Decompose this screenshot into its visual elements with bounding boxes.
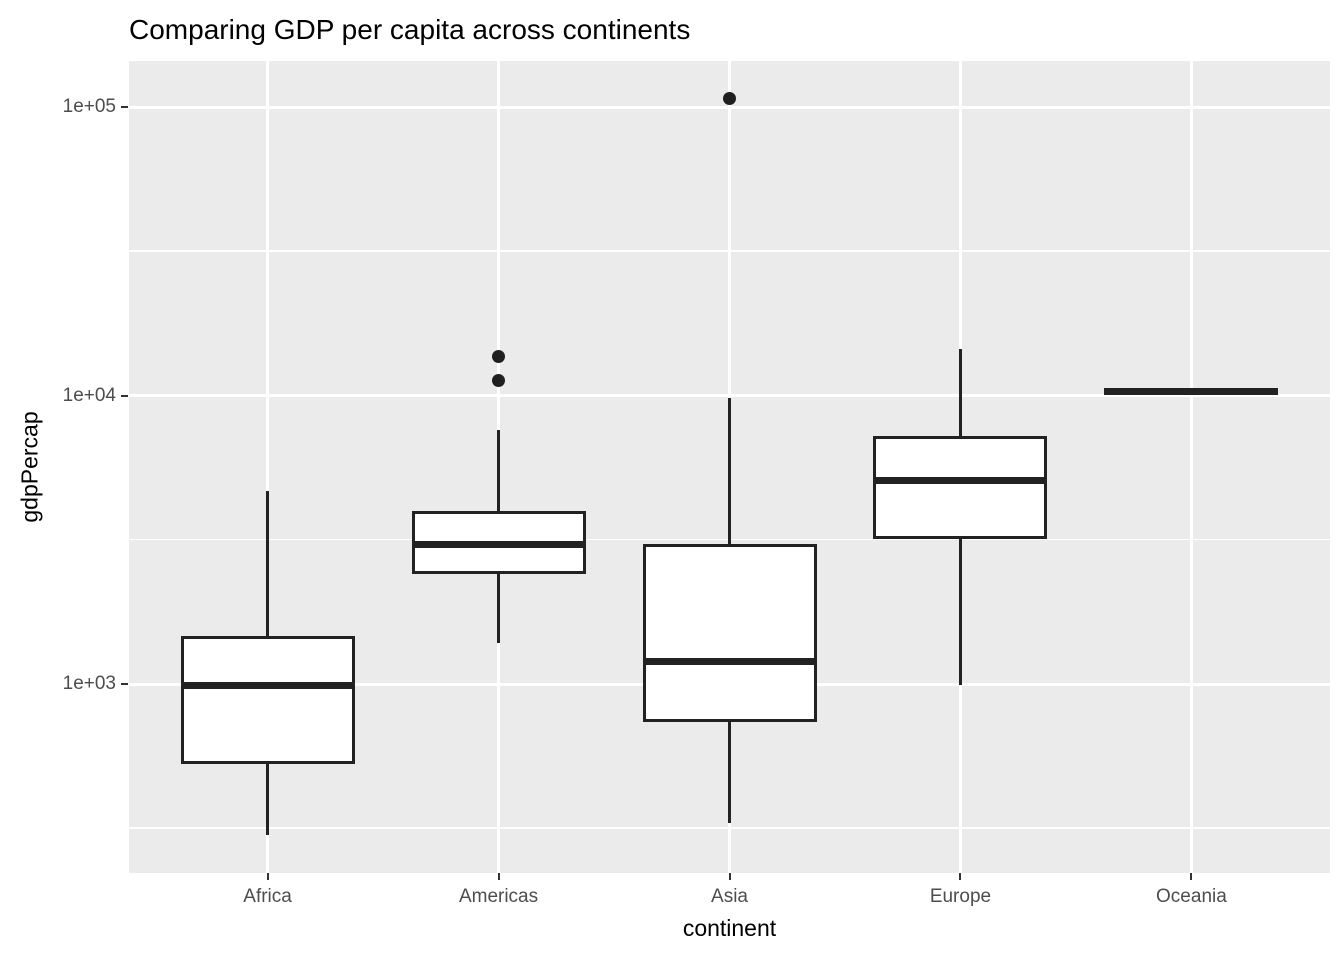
y-axis-title: gdpPercap	[16, 411, 43, 523]
x-axis-title: continent	[682, 915, 777, 941]
y-axis-tick-label: 1e+04	[62, 384, 116, 406]
x-axis-tick	[497, 873, 500, 880]
y-axis-tick	[121, 683, 128, 685]
y-axis-tick	[121, 394, 128, 397]
x-axis-tick-label: Africa	[243, 886, 292, 907]
x-axis-tick	[266, 873, 269, 880]
plot-panel	[129, 61, 1330, 873]
x-axis-tick	[728, 873, 731, 880]
x-axis-tick-label: Americas	[458, 886, 539, 907]
y-axis-tick-label: 1e+05	[62, 96, 116, 117]
y-axis-tick-label: 1e+03	[62, 673, 116, 694]
x-axis-tick	[1190, 873, 1193, 880]
x-axis-tick-label: Europe	[929, 886, 992, 907]
y-axis-tick	[121, 106, 128, 108]
x-axis-tick-label: Oceania	[1156, 886, 1227, 907]
plot-title: Comparing GDP per capita across continen…	[129, 14, 691, 45]
x-axis-tick-label: Asia	[711, 886, 748, 907]
x-axis-tick	[959, 873, 962, 880]
